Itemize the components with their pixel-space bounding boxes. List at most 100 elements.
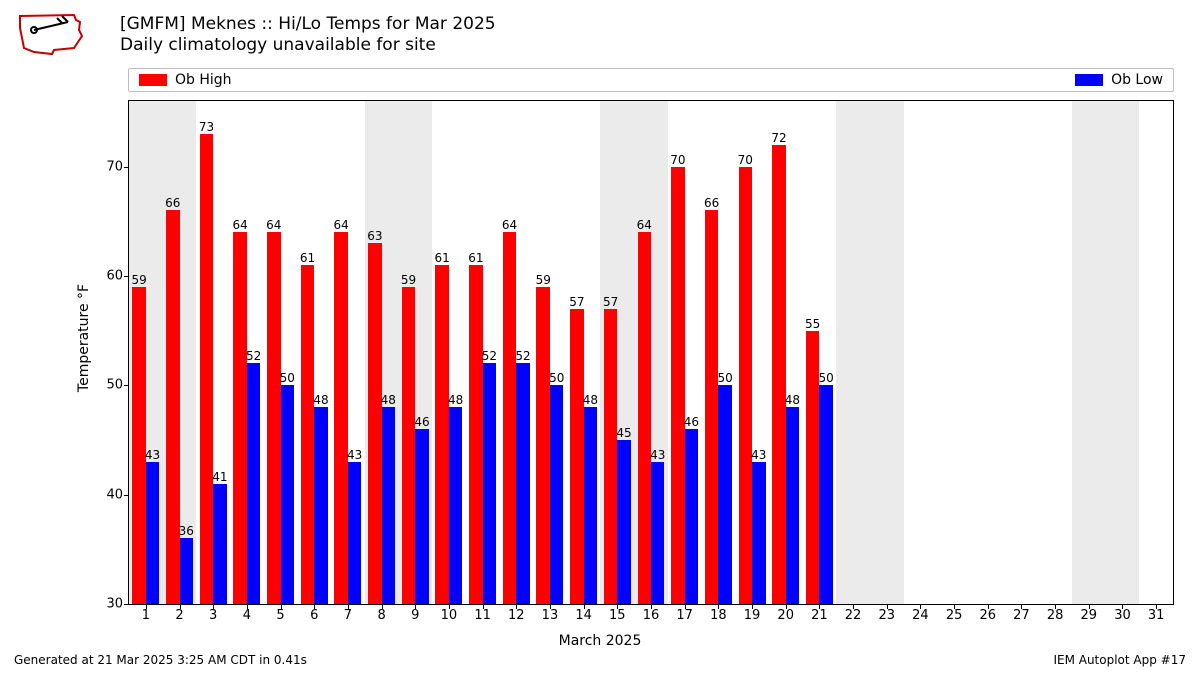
bar-high-label: 64 bbox=[637, 218, 652, 232]
bar-high bbox=[739, 167, 752, 604]
bar-high-label: 57 bbox=[603, 295, 618, 309]
x-tick-label: 25 bbox=[946, 604, 963, 623]
legend-item-low: Ob Low bbox=[1075, 72, 1163, 88]
x-tick-label: 1 bbox=[142, 604, 150, 623]
bar-high bbox=[604, 309, 617, 604]
bar-high-label: 57 bbox=[569, 295, 584, 309]
bar-low-label: 46 bbox=[414, 415, 429, 429]
bar-high bbox=[402, 287, 415, 604]
x-tick-label: 28 bbox=[1047, 604, 1064, 623]
x-tick-label: 11 bbox=[474, 604, 491, 623]
bar-low-label: 48 bbox=[785, 393, 800, 407]
x-tick-label: 21 bbox=[811, 604, 828, 623]
x-tick-label: 7 bbox=[344, 604, 352, 623]
bar-low bbox=[449, 407, 462, 604]
x-tick-label: 17 bbox=[676, 604, 693, 623]
bar-high bbox=[166, 210, 179, 604]
bar-high-label: 70 bbox=[738, 153, 753, 167]
bar-high bbox=[570, 309, 583, 604]
x-tick-label: 23 bbox=[878, 604, 895, 623]
bar-low-label: 48 bbox=[448, 393, 463, 407]
bar-low-label: 36 bbox=[179, 524, 194, 538]
bar-high-label: 64 bbox=[232, 218, 247, 232]
plot-inner: 59 43 66 36 73 41 64 52 64 50 61 48 64 43 63 48 59 46 61 48… bbox=[129, 101, 1173, 604]
y-tick-label: 70 bbox=[106, 159, 129, 174]
bar-high-label: 64 bbox=[502, 218, 517, 232]
footer-generated: Generated at 21 Mar 2025 3:25 AM CDT in … bbox=[14, 653, 307, 667]
bar-low-label: 43 bbox=[650, 448, 665, 462]
bar-high-label: 73 bbox=[199, 120, 214, 134]
x-tick-label: 4 bbox=[243, 604, 251, 623]
bar-low bbox=[651, 462, 664, 604]
bar-low bbox=[348, 462, 361, 604]
bar-low-label: 52 bbox=[515, 349, 530, 363]
bar-high bbox=[671, 167, 684, 604]
bar-high-label: 72 bbox=[771, 131, 786, 145]
bar-low bbox=[382, 407, 395, 604]
x-tick-label: 3 bbox=[209, 604, 217, 623]
x-tick-label: 24 bbox=[912, 604, 929, 623]
bar-low bbox=[550, 385, 563, 604]
x-tick-label: 15 bbox=[609, 604, 626, 623]
bar-low bbox=[483, 363, 496, 604]
x-tick-label: 14 bbox=[575, 604, 592, 623]
bar-high-label: 64 bbox=[266, 218, 281, 232]
bar-low-label: 52 bbox=[246, 349, 261, 363]
bar-low bbox=[617, 440, 630, 604]
bar-high-label: 59 bbox=[536, 273, 551, 287]
bar-high-label: 61 bbox=[468, 251, 483, 265]
bar-high-label: 63 bbox=[367, 229, 382, 243]
x-tick-label: 12 bbox=[508, 604, 525, 623]
legend-label-low: Ob Low bbox=[1111, 72, 1163, 88]
x-tick-label: 5 bbox=[276, 604, 284, 623]
bar-low-label: 52 bbox=[482, 349, 497, 363]
bar-high bbox=[132, 287, 145, 604]
bar-low bbox=[180, 538, 193, 604]
x-tick-label: 19 bbox=[744, 604, 761, 623]
bar-high bbox=[301, 265, 314, 604]
x-tick-label: 30 bbox=[1114, 604, 1131, 623]
x-tick-label: 2 bbox=[175, 604, 183, 623]
x-tick-label: 16 bbox=[643, 604, 660, 623]
bar-high bbox=[334, 232, 347, 604]
bar-low-label: 41 bbox=[212, 470, 227, 484]
bar-high-label: 61 bbox=[435, 251, 450, 265]
bar-low bbox=[685, 429, 698, 604]
y-tick-label: 40 bbox=[106, 487, 129, 502]
bar-low-label: 50 bbox=[717, 371, 732, 385]
bar-high bbox=[435, 265, 448, 604]
bar-low bbox=[786, 407, 799, 604]
weekend-band bbox=[1072, 101, 1106, 604]
legend-item-high: Ob High bbox=[139, 72, 232, 88]
bar-high-label: 64 bbox=[334, 218, 349, 232]
iem-logo bbox=[14, 8, 92, 58]
bar-high-label: 66 bbox=[165, 196, 180, 210]
bar-low-label: 50 bbox=[818, 371, 833, 385]
bar-high bbox=[772, 145, 785, 604]
x-tick-label: 27 bbox=[1013, 604, 1030, 623]
bar-high-label: 55 bbox=[805, 317, 820, 331]
bar-low-label: 48 bbox=[381, 393, 396, 407]
bar-low-label: 48 bbox=[313, 393, 328, 407]
x-axis-label: March 2025 bbox=[559, 633, 642, 649]
weekend-band bbox=[1106, 101, 1140, 604]
bar-low bbox=[146, 462, 159, 604]
bar-low bbox=[314, 407, 327, 604]
x-tick-label: 9 bbox=[411, 604, 419, 623]
bar-low bbox=[415, 429, 428, 604]
chart-title: [GMFM] Meknes :: Hi/Lo Temps for Mar 202… bbox=[120, 14, 496, 57]
bar-high bbox=[503, 232, 516, 604]
footer-app: IEM Autoplot App #17 bbox=[1053, 653, 1186, 667]
x-tick-label: 29 bbox=[1081, 604, 1098, 623]
legend-swatch-low bbox=[1075, 74, 1103, 86]
y-tick-label: 60 bbox=[106, 268, 129, 283]
bar-high-label: 59 bbox=[401, 273, 416, 287]
bar-high bbox=[638, 232, 651, 604]
bar-high-label: 66 bbox=[704, 196, 719, 210]
title-line-1: [GMFM] Meknes :: Hi/Lo Temps for Mar 202… bbox=[120, 14, 496, 35]
bar-low-label: 43 bbox=[751, 448, 766, 462]
bar-high bbox=[233, 232, 246, 604]
y-tick-label: 50 bbox=[106, 378, 129, 393]
bar-low bbox=[516, 363, 529, 604]
bar-low bbox=[247, 363, 260, 604]
